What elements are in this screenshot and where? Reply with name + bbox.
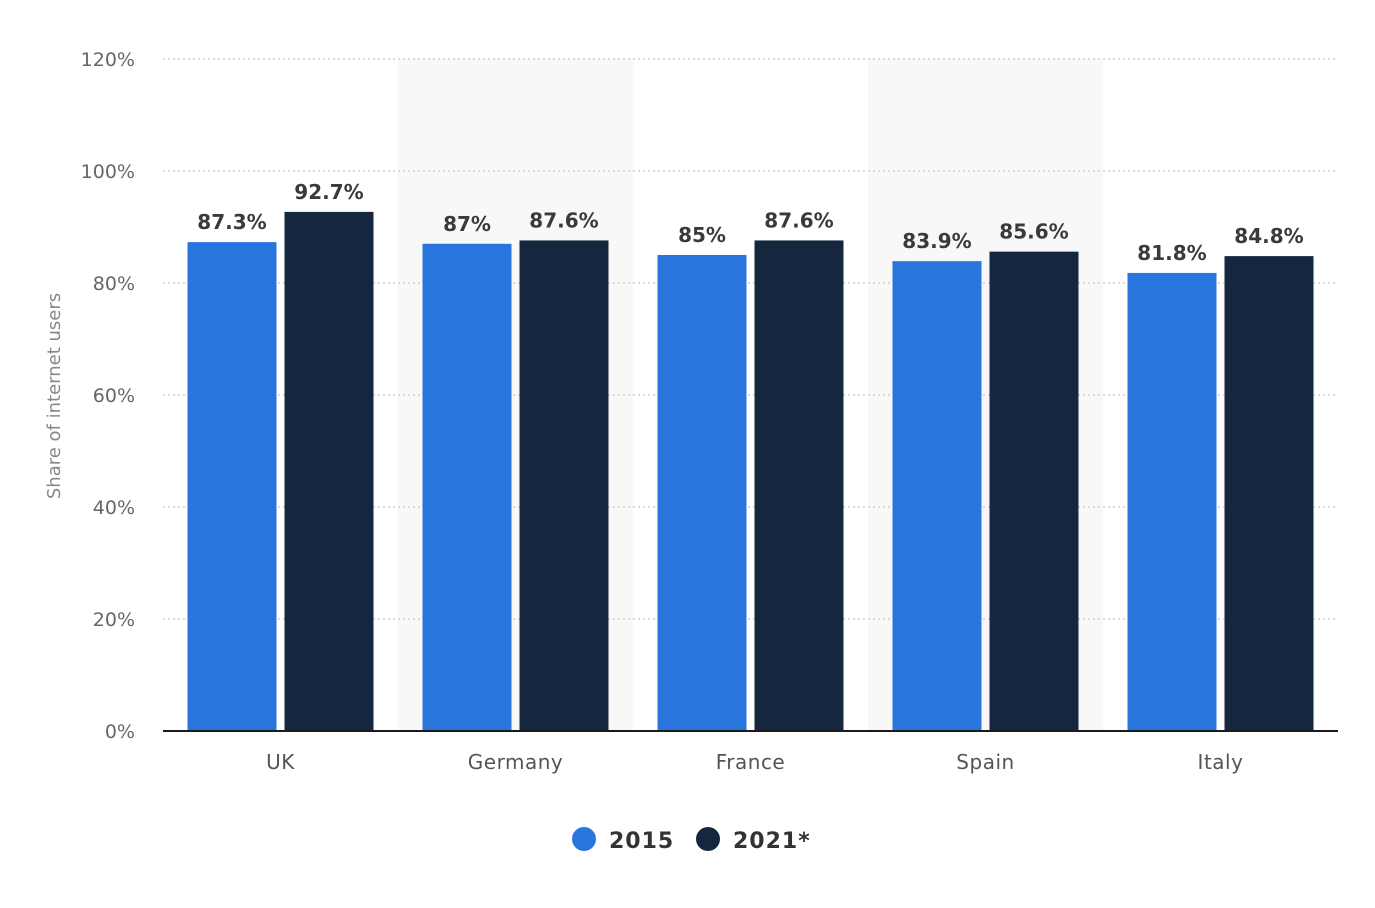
data-label: 85%	[678, 223, 726, 247]
x-axis-labels: UK Germany France Spain Italy	[266, 750, 1243, 774]
y-tick-label: 20%	[93, 609, 135, 631]
data-labels: 87.3% 92.7% 87% 87.6% 85% 87.6% 83.9% 85.6% 81.8…	[197, 180, 1303, 265]
legend-label: 2015	[609, 829, 674, 854]
data-label: 83.9%	[902, 229, 971, 253]
legend-marker	[696, 827, 720, 851]
bar-2021-spain	[989, 251, 1079, 731]
bar-2021-france	[754, 240, 844, 731]
legend-item[interactable]: 2015	[572, 827, 674, 854]
y-axis-title: Share of internet users	[44, 293, 65, 499]
x-tick-label: Germany	[468, 750, 563, 774]
data-label: 87.6%	[529, 208, 598, 232]
data-label: 92.7%	[294, 180, 363, 204]
bar-2015-germany	[422, 243, 512, 732]
y-tick-label: 120%	[81, 49, 135, 71]
x-tick-label: Spain	[956, 750, 1014, 774]
bar-2021-uk	[284, 211, 374, 731]
y-tick-label: 0%	[105, 721, 135, 743]
data-label: 85.6%	[999, 220, 1068, 244]
x-tick-label: France	[716, 750, 786, 774]
bar-2015-france	[657, 255, 747, 731]
bar-2021-germany	[519, 240, 609, 731]
data-label: 87%	[443, 212, 491, 236]
y-axis-ticks: 0% 20% 40% 60% 80% 100% 120%	[81, 49, 135, 743]
y-tick-label: 80%	[93, 273, 135, 295]
bar-2015-italy	[1127, 272, 1217, 731]
data-label: 87.6%	[764, 208, 833, 232]
y-tick-label: 40%	[93, 497, 135, 519]
legend[interactable]: 2015 2021*	[572, 827, 811, 854]
y-tick-label: 60%	[93, 385, 135, 407]
data-label: 84.8%	[1234, 224, 1303, 248]
bar-2015-uk	[187, 242, 277, 731]
legend-item[interactable]: 2021*	[696, 827, 811, 854]
y-tick-label: 100%	[81, 161, 135, 183]
bar-2021-italy	[1224, 256, 1314, 731]
x-tick-label: UK	[266, 750, 295, 774]
data-label: 81.8%	[1137, 241, 1206, 265]
x-tick-label: Italy	[1198, 750, 1244, 774]
bar-2015-spain	[892, 261, 982, 731]
data-label: 87.3%	[197, 210, 266, 234]
legend-label: 2021*	[733, 829, 811, 854]
bars	[187, 211, 1314, 732]
legend-marker	[572, 827, 596, 851]
